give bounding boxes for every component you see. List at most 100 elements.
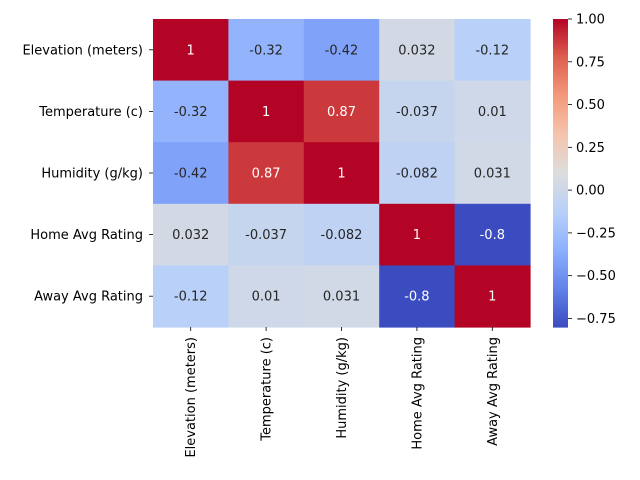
colorbar-segment <box>553 273 568 277</box>
heatmap-cell <box>153 265 229 328</box>
colorbar-segment <box>553 214 568 218</box>
colorbar-segment <box>553 62 568 66</box>
cell-value-label: -0.8 <box>404 290 429 305</box>
heatmap-cell <box>228 19 305 82</box>
colorbar-segment <box>553 237 568 241</box>
colorbar-segment <box>553 19 568 23</box>
colorbar-segment <box>553 24 568 28</box>
colorbar-segment <box>553 80 568 84</box>
colorbar-segment <box>553 321 568 326</box>
colorbar-segment <box>553 242 568 246</box>
colorbar-segment <box>553 31 568 35</box>
colorbar-segment <box>553 193 568 197</box>
colorbar-segment <box>553 285 568 290</box>
colorbar-segment <box>553 131 568 136</box>
heatmap-cell <box>454 265 531 328</box>
y-tick-label: Home Avg Rating <box>30 228 143 243</box>
colorbar-segment <box>553 54 568 59</box>
colorbar-segment <box>553 36 568 41</box>
heatmap-cell <box>303 19 380 82</box>
cell-value-label: -0.42 <box>325 43 359 58</box>
colorbar-segment <box>553 152 568 156</box>
colorbar-segment <box>553 183 568 187</box>
cell-value-label: 0.032 <box>172 228 209 243</box>
heatmap-cell <box>153 203 229 266</box>
colorbar-segment <box>553 39 568 43</box>
colorbar-segment <box>553 208 568 213</box>
colorbar-segment <box>553 57 568 61</box>
colorbar-segment <box>553 180 568 184</box>
colorbar-segment <box>553 72 568 77</box>
heatmap-cell-labels: 1 -0.32 -0.42 0.032 -0.12 -0.32 1 0.87 -0.037 0.0… <box>172 43 511 304</box>
colorbar-segment <box>553 247 568 251</box>
colorbar-segment <box>553 44 568 48</box>
colorbar-segment <box>553 116 568 120</box>
colorbar-segment <box>553 219 568 223</box>
cell-value-label: -0.037 <box>396 105 438 120</box>
heatmap-cell <box>379 265 456 328</box>
colorbar-segment <box>553 301 568 305</box>
colorbar-segment <box>553 283 568 287</box>
y-axis: Elevation (meters) Temperature (c) Humidit… <box>22 43 153 305</box>
colorbar-segment <box>553 239 568 243</box>
cell-value-label: 0.032 <box>398 43 435 58</box>
heatmap-cell <box>454 80 531 143</box>
heatmap-cell <box>379 19 456 82</box>
cell-value-label: -0.12 <box>174 290 208 305</box>
colorbar-segment <box>553 201 568 205</box>
colorbar-tick-label: 0.25 <box>576 141 605 156</box>
colorbar-segment <box>553 111 568 115</box>
colorbar-segment <box>553 85 568 89</box>
colorbar-segment <box>553 314 568 318</box>
colorbar-segment <box>553 42 568 46</box>
colorbar-segment <box>553 96 568 100</box>
colorbar-segment <box>553 275 568 279</box>
cell-value-label: 1 <box>187 43 195 58</box>
colorbar-segment <box>553 255 568 259</box>
cell-value-label: -0.32 <box>174 105 208 120</box>
colorbar-segment <box>553 167 568 172</box>
colorbar-segment <box>553 257 568 261</box>
colorbar-segment <box>553 216 568 220</box>
colorbar-segment <box>553 288 568 292</box>
colorbar-segment <box>553 244 568 249</box>
colorbar-segment <box>553 252 568 256</box>
colorbar-segment <box>553 309 568 313</box>
cell-value-label: 1 <box>337 167 345 182</box>
heatmap-cell <box>454 203 531 266</box>
colorbar-segment <box>553 250 568 254</box>
heatmap-cell <box>303 265 380 328</box>
heatmap-cell <box>379 203 456 266</box>
cell-value-label: -0.42 <box>174 167 208 182</box>
colorbar-segment <box>553 185 568 189</box>
cell-value-label: -0.8 <box>480 228 505 243</box>
colorbar-segment <box>553 134 568 138</box>
y-tick-label: Humidity (g/kg) <box>41 167 143 182</box>
heatmap-cell <box>228 265 305 328</box>
colorbar-segment <box>553 108 568 112</box>
colorbar-segment <box>553 90 568 95</box>
colorbar-segment <box>553 52 568 56</box>
colorbar-segment <box>553 119 568 123</box>
colorbar-segment <box>553 162 568 166</box>
heatmap-cell <box>228 142 305 205</box>
colorbar-segment <box>553 178 568 182</box>
colorbar-tick-label: 1.00 <box>576 13 605 28</box>
colorbar-segment <box>553 65 568 69</box>
x-tick-label: Away Avg Rating <box>486 337 501 446</box>
colorbar-segment <box>553 106 568 110</box>
cell-value-label: 1 <box>413 228 421 243</box>
heatmap-cell <box>303 203 380 266</box>
colorbar-segment <box>553 267 568 272</box>
colorbar-segment <box>553 234 568 238</box>
cell-value-label: 0.87 <box>252 167 281 182</box>
colorbar-segment <box>553 83 568 87</box>
colorbar-segment <box>553 49 568 53</box>
cell-value-label: -0.32 <box>249 43 283 58</box>
colorbar-segment <box>553 70 568 74</box>
cell-value-label: 1 <box>262 105 270 120</box>
colorbar-segment <box>553 324 568 328</box>
y-tick-label: Away Avg Rating <box>34 290 143 305</box>
colorbar-segment <box>553 60 568 64</box>
cell-value-label: 0.031 <box>323 290 360 305</box>
